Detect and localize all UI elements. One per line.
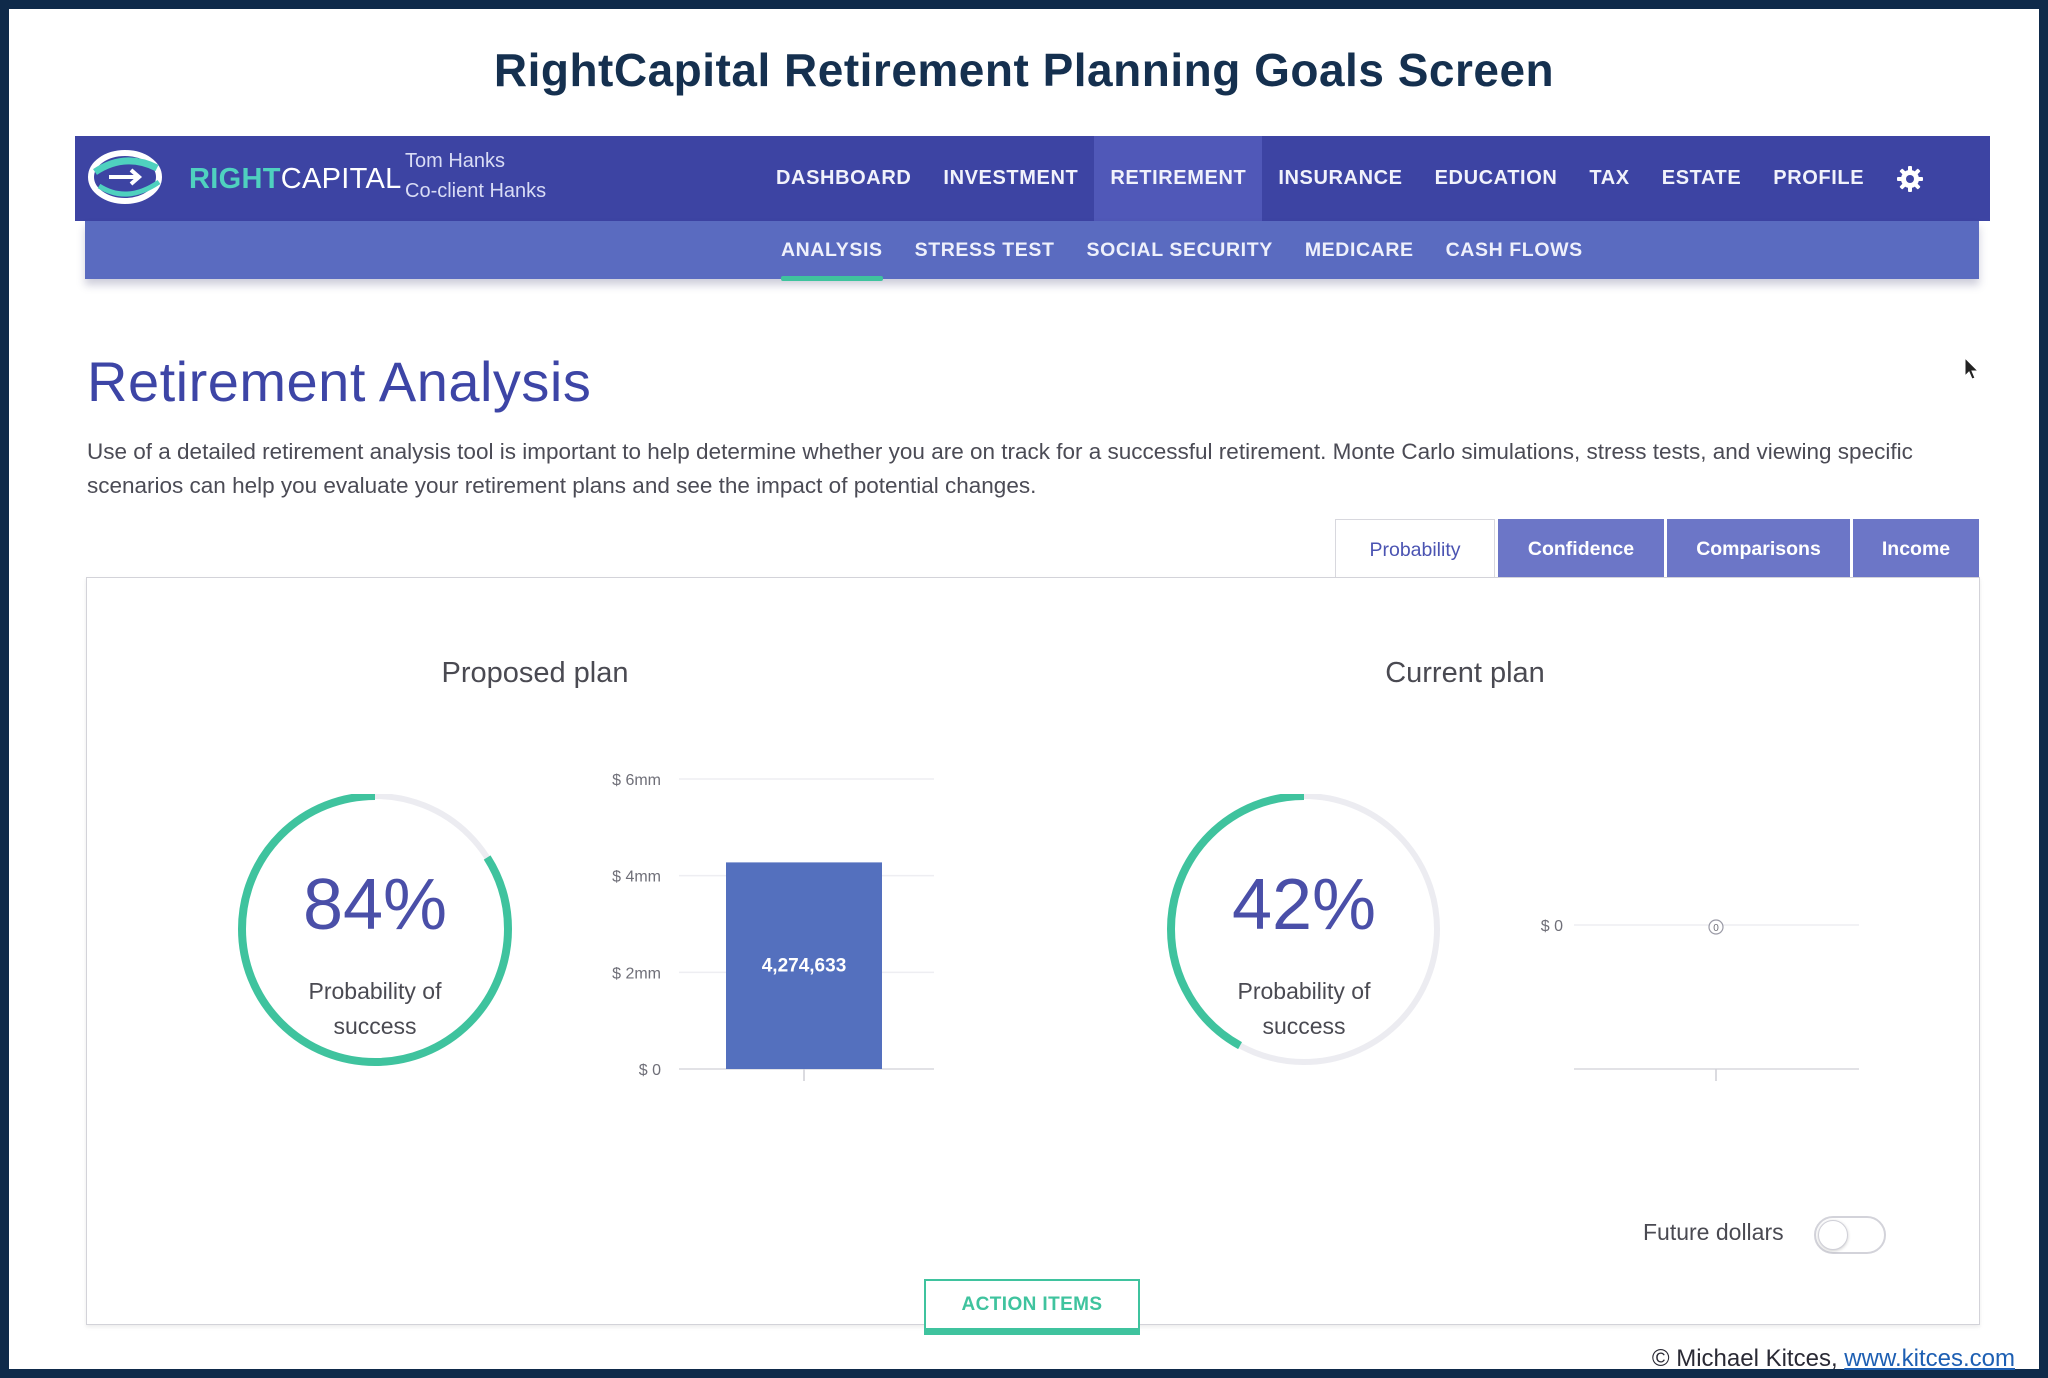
probability-panel bbox=[86, 577, 1980, 1325]
subnav-medicare[interactable]: MEDICARE bbox=[1304, 238, 1414, 261]
nav-education[interactable]: EDUCATION bbox=[1434, 167, 1558, 189]
bar-data-label: 0 bbox=[1713, 923, 1719, 934]
nav-tax[interactable]: TAX bbox=[1589, 167, 1630, 189]
gear-icon bbox=[1897, 165, 1924, 192]
subnav-cash-flows[interactable]: CASH FLOWS bbox=[1445, 238, 1583, 261]
subnav-analysis[interactable]: ANALYSIS bbox=[765, 221, 899, 281]
sub-nav: ANALYSIS STRESS TEST SOCIAL SECURITY MED… bbox=[85, 221, 1979, 281]
future-dollars-label: Future dollars bbox=[1643, 1219, 1784, 1245]
subnav-social-security[interactable]: SOCIAL SECURITY bbox=[1086, 238, 1273, 261]
top-nav: RIGHTCAPITAL Tom Hanks Co-client Hanks D… bbox=[75, 136, 1990, 221]
client-names[interactable]: Tom Hanks Co-client Hanks bbox=[405, 146, 546, 206]
proposed-plan-title: Proposed plan bbox=[441, 657, 629, 689]
credit-line: © Michael Kitces, www.kitces.com bbox=[1651, 1345, 2015, 1372]
nav-retirement[interactable]: RETIREMENT bbox=[1094, 136, 1263, 221]
tab-confidence[interactable]: Confidence bbox=[1498, 519, 1664, 579]
y-tick-label: $ 6mm bbox=[612, 772, 661, 789]
nav-profile[interactable]: PROFILE bbox=[1773, 167, 1865, 189]
y-tick-label: $ 0 bbox=[639, 1062, 661, 1079]
main-nav: DASHBOARD INVESTMENT RETIREMENT INSURANC… bbox=[760, 136, 1940, 221]
y-tick-label: $ 0 bbox=[1541, 918, 1563, 935]
tab-probability[interactable]: Probability bbox=[1335, 519, 1495, 581]
toggle-knob bbox=[1818, 1220, 1848, 1250]
y-tick-label: $ 4mm bbox=[612, 869, 661, 886]
page-intro: Use of a detailed retirement analysis to… bbox=[87, 439, 1913, 498]
logo-text: RIGHTCAPITAL bbox=[189, 163, 402, 195]
nav-insurance[interactable]: INSURANCE bbox=[1278, 167, 1403, 189]
nav-investment[interactable]: INVESTMENT bbox=[943, 167, 1079, 189]
action-items-button[interactable]: ACTION ITEMS bbox=[924, 1279, 1140, 1335]
current-percent: 42% bbox=[1231, 865, 1377, 945]
logo[interactable]: RIGHTCAPITAL bbox=[87, 146, 401, 208]
proposed-gauge: 84% Probability of success bbox=[225, 794, 525, 1074]
nav-estate[interactable]: ESTATE bbox=[1661, 167, 1742, 189]
current-gauge-progress-arc bbox=[1167, 794, 1441, 1066]
bar-proposed[interactable] bbox=[726, 862, 882, 1069]
current-percent-label: Probability of success bbox=[1237, 978, 1371, 1039]
future-dollars-toggle[interactable] bbox=[1814, 1216, 1886, 1254]
analysis-tabs: Probability Confidence Comparisons Incom… bbox=[1335, 519, 1979, 581]
tab-income[interactable]: Income bbox=[1853, 519, 1979, 579]
nav-dashboard[interactable]: DASHBOARD bbox=[776, 167, 912, 189]
slide-title: RightCapital Retirement Planning Goals S… bbox=[493, 44, 1555, 96]
page-title: Retirement Analysis bbox=[87, 350, 592, 413]
kitces-link[interactable]: www.kitces.com bbox=[1844, 1345, 2015, 1372]
proposed-percent-label: Probability of success bbox=[308, 978, 442, 1039]
y-tick-label: $ 2mm bbox=[612, 965, 661, 982]
bar-data-label: 4,274,633 bbox=[762, 956, 847, 977]
settings-button[interactable] bbox=[1880, 136, 1940, 221]
proposed-assets-chart: $ 0 $ 2mm $ 4mm $ 6mm 4,274,633 bbox=[612, 772, 934, 1081]
co-client-name: Co-client Hanks bbox=[405, 180, 547, 202]
tab-comparisons[interactable]: Comparisons bbox=[1667, 519, 1850, 579]
client-name: Tom Hanks bbox=[405, 150, 506, 172]
current-plan-title: Current plan bbox=[1385, 657, 1545, 689]
subnav-stress-test[interactable]: STRESS TEST bbox=[914, 238, 1055, 261]
mouse-cursor-icon bbox=[1964, 357, 1980, 380]
proposed-percent: 84% bbox=[302, 865, 448, 945]
logo-swirl-icon bbox=[88, 150, 162, 204]
current-gauge: 42% Probability of success bbox=[1154, 794, 1454, 1074]
current-assets-chart: $ 0 0 bbox=[1541, 918, 1859, 1081]
bar-current[interactable] bbox=[1708, 919, 1724, 935]
proposed-gauge-progress-arc bbox=[238, 794, 512, 1066]
